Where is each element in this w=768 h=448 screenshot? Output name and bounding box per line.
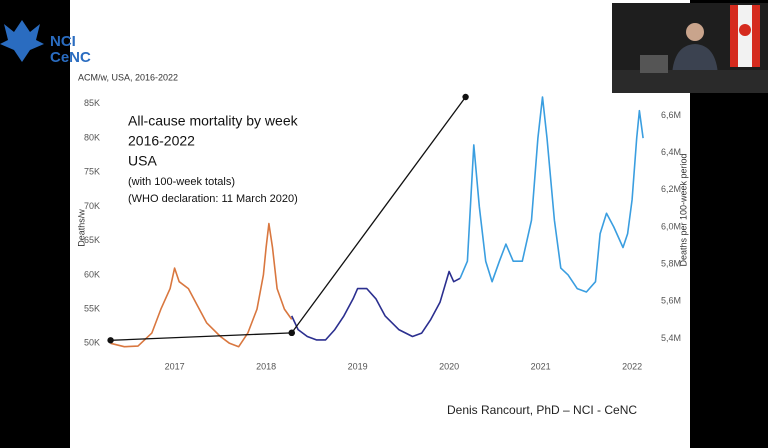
series-line	[291, 96, 467, 334]
x-tick-label: 2021	[531, 361, 551, 371]
y2-tick-label: 5,8M	[661, 259, 681, 269]
x-tick-label: 2022	[622, 361, 642, 371]
x-tick-label: 2018	[256, 361, 276, 371]
y-tick-label: 65K	[84, 235, 100, 245]
y2-tick-label: 5,4M	[661, 333, 681, 343]
y-tick-label: 55K	[84, 303, 100, 313]
video-inset	[612, 3, 768, 93]
logo-text: CeNC	[50, 49, 91, 66]
credit: Denis Rancourt, PhD – NCI - CeNC	[447, 403, 637, 417]
annotation: All-cause mortality by week	[128, 113, 299, 129]
annotation: (with 100-week totals)	[128, 176, 235, 188]
y-tick-label: 70K	[84, 201, 100, 211]
point-marker	[288, 329, 295, 337]
y2-tick-label: 6,0M	[661, 221, 681, 231]
slide	[70, 0, 690, 448]
x-tick-label: 2020	[439, 361, 459, 371]
laptop	[640, 55, 668, 73]
x-tick-label: 2019	[348, 361, 368, 371]
flag-band	[730, 5, 738, 67]
series-line	[290, 270, 461, 341]
annotation: (WHO declaration: 11 March 2020)	[128, 193, 298, 205]
y-tick-label: 75K	[84, 167, 100, 177]
desk	[612, 70, 768, 93]
point-marker	[107, 337, 114, 344]
logo-text: NCI	[50, 33, 76, 50]
x-tick-label: 2017	[165, 361, 185, 371]
series-line	[110, 222, 293, 348]
series-line	[110, 332, 292, 341]
annotation: USA	[128, 153, 157, 169]
y-tick-label: 85K	[84, 98, 100, 108]
logo-leaf	[0, 20, 44, 62]
chart-subtitle: ACM/w, USA, 2016-2022	[78, 72, 178, 82]
y2-tick-label: 5,6M	[661, 296, 681, 306]
flag-band	[752, 5, 760, 67]
series-line	[459, 96, 644, 293]
y-tick-label: 80K	[84, 132, 100, 142]
y2-tick-label: 6,6M	[661, 110, 681, 120]
y-tick-label: 60K	[84, 269, 100, 279]
y2-tick-label: 6,2M	[661, 184, 681, 194]
person-body	[672, 44, 718, 75]
y2-axis-label: Deaths per 100-week period	[678, 153, 688, 266]
person-head	[686, 23, 704, 41]
annotation: 2016-2022	[128, 133, 195, 149]
y-axis-label: Deaths/w	[76, 209, 86, 247]
logo: NCI CeNC	[0, 20, 91, 66]
flag-leaf	[739, 24, 751, 36]
point-marker	[462, 93, 469, 101]
y-tick-label: 50K	[84, 338, 100, 348]
y2-tick-label: 6,4M	[661, 147, 681, 157]
